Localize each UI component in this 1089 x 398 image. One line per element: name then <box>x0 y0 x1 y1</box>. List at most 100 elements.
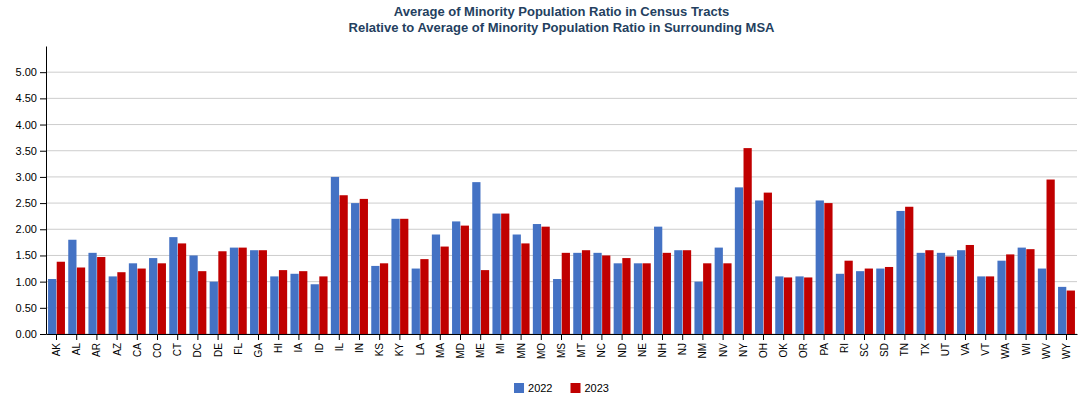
x-tick-label: NV <box>718 343 729 357</box>
bar <box>391 219 399 334</box>
x-tick: DC <box>192 334 203 357</box>
legend-item: 2023 <box>571 382 609 394</box>
x-tick: KY <box>394 334 405 356</box>
bars <box>48 148 1075 334</box>
y-tick-mark <box>40 255 46 256</box>
grid-line <box>46 203 1077 204</box>
x-tick: NY <box>738 334 749 357</box>
x-tick-mark <box>945 334 946 340</box>
bar <box>432 235 440 334</box>
x-tick-mark <box>399 334 400 340</box>
bar <box>218 251 226 334</box>
bar <box>513 235 521 334</box>
bar <box>198 271 206 334</box>
bar <box>744 148 752 334</box>
y-tick-label: 5.00 <box>16 66 37 78</box>
bar <box>553 279 561 334</box>
y-tick-mark <box>40 282 46 283</box>
x-tick: HI <box>273 334 284 353</box>
bar <box>917 253 925 334</box>
x-tick: OH <box>758 334 769 358</box>
x-tick: NE <box>637 334 648 357</box>
x-tick: IN <box>354 334 365 353</box>
bar <box>259 250 267 334</box>
x-tick: NC <box>596 334 607 357</box>
x-tick-label: WA <box>1000 343 1011 359</box>
bar <box>735 187 743 334</box>
x-tick: VT <box>980 334 991 356</box>
x-tick-mark <box>137 334 138 340</box>
x-tick-mark <box>480 334 481 340</box>
x-tick: ND <box>617 334 628 357</box>
bar <box>270 276 278 334</box>
bar <box>755 200 763 334</box>
x-tick-mark <box>339 334 340 340</box>
bar <box>279 270 287 334</box>
bar <box>1018 248 1026 334</box>
x-tick-label: CT <box>172 343 183 356</box>
x-tick-label: WI <box>1021 343 1032 355</box>
x-tick-label: DC <box>192 343 203 357</box>
bar <box>472 182 480 334</box>
bar <box>946 257 954 334</box>
bar <box>340 195 348 334</box>
x-tick-label: KY <box>394 343 405 357</box>
bar <box>703 263 711 334</box>
legend-label: 2023 <box>585 382 609 394</box>
x-tick: MO <box>536 334 547 359</box>
bar <box>169 237 177 334</box>
y-tick-mark <box>40 98 46 99</box>
x-tick: KS <box>374 334 385 356</box>
x-tick-label: MT <box>576 343 587 357</box>
bar <box>795 276 803 334</box>
x-tick-mark <box>622 334 623 340</box>
legend-label: 2022 <box>528 382 552 394</box>
x-tick-label: OK <box>778 343 789 358</box>
x-tick-label: WV <box>1041 343 1052 359</box>
x-tick-label: DE <box>213 343 224 357</box>
bar <box>380 263 388 334</box>
bar <box>441 247 449 334</box>
y-tick-label: 2.00 <box>16 223 37 235</box>
x-tick: WY <box>1061 334 1072 359</box>
legend-swatch <box>571 383 581 393</box>
bar <box>492 214 500 334</box>
x-tick: CT <box>172 334 183 356</box>
x-tick-label: VT <box>980 343 991 356</box>
y-tick-mark <box>40 334 46 335</box>
x-tick-label: MS <box>556 343 567 358</box>
x-tick-label: SC <box>859 343 870 357</box>
x-tick-label: ND <box>617 343 628 357</box>
x-tick-mark <box>662 334 663 340</box>
x-tick-mark <box>117 334 118 340</box>
bar <box>158 263 166 334</box>
bar <box>351 203 359 334</box>
bar <box>400 219 408 334</box>
grid-line <box>46 98 1077 99</box>
y-tick-label: 1.50 <box>16 249 37 261</box>
x-tick-label: NM <box>697 343 708 359</box>
x-tick-mark <box>258 334 259 340</box>
x-tick-mark <box>197 334 198 340</box>
bar <box>614 263 622 334</box>
bar <box>622 258 630 334</box>
x-tick-mark <box>763 334 764 340</box>
x-tick: PA <box>819 334 830 356</box>
x-tick: NH <box>657 334 668 357</box>
bar <box>149 258 157 334</box>
bar <box>663 253 671 334</box>
x-tick-mark <box>561 334 562 340</box>
x-tick-label: FL <box>233 343 244 355</box>
x-tick-mark <box>864 334 865 340</box>
bar <box>845 261 853 334</box>
bar <box>694 282 702 334</box>
x-tick: UT <box>940 334 951 356</box>
bar <box>997 261 1005 334</box>
x-tick: MN <box>516 334 527 359</box>
y-tick: 4.50 <box>16 92 46 104</box>
x-tick-mark <box>581 334 582 340</box>
x-tick-label: MO <box>536 343 547 359</box>
bar <box>674 250 682 334</box>
x-tick-label: AZ <box>112 343 123 356</box>
y-tick-label: 4.50 <box>16 92 37 104</box>
